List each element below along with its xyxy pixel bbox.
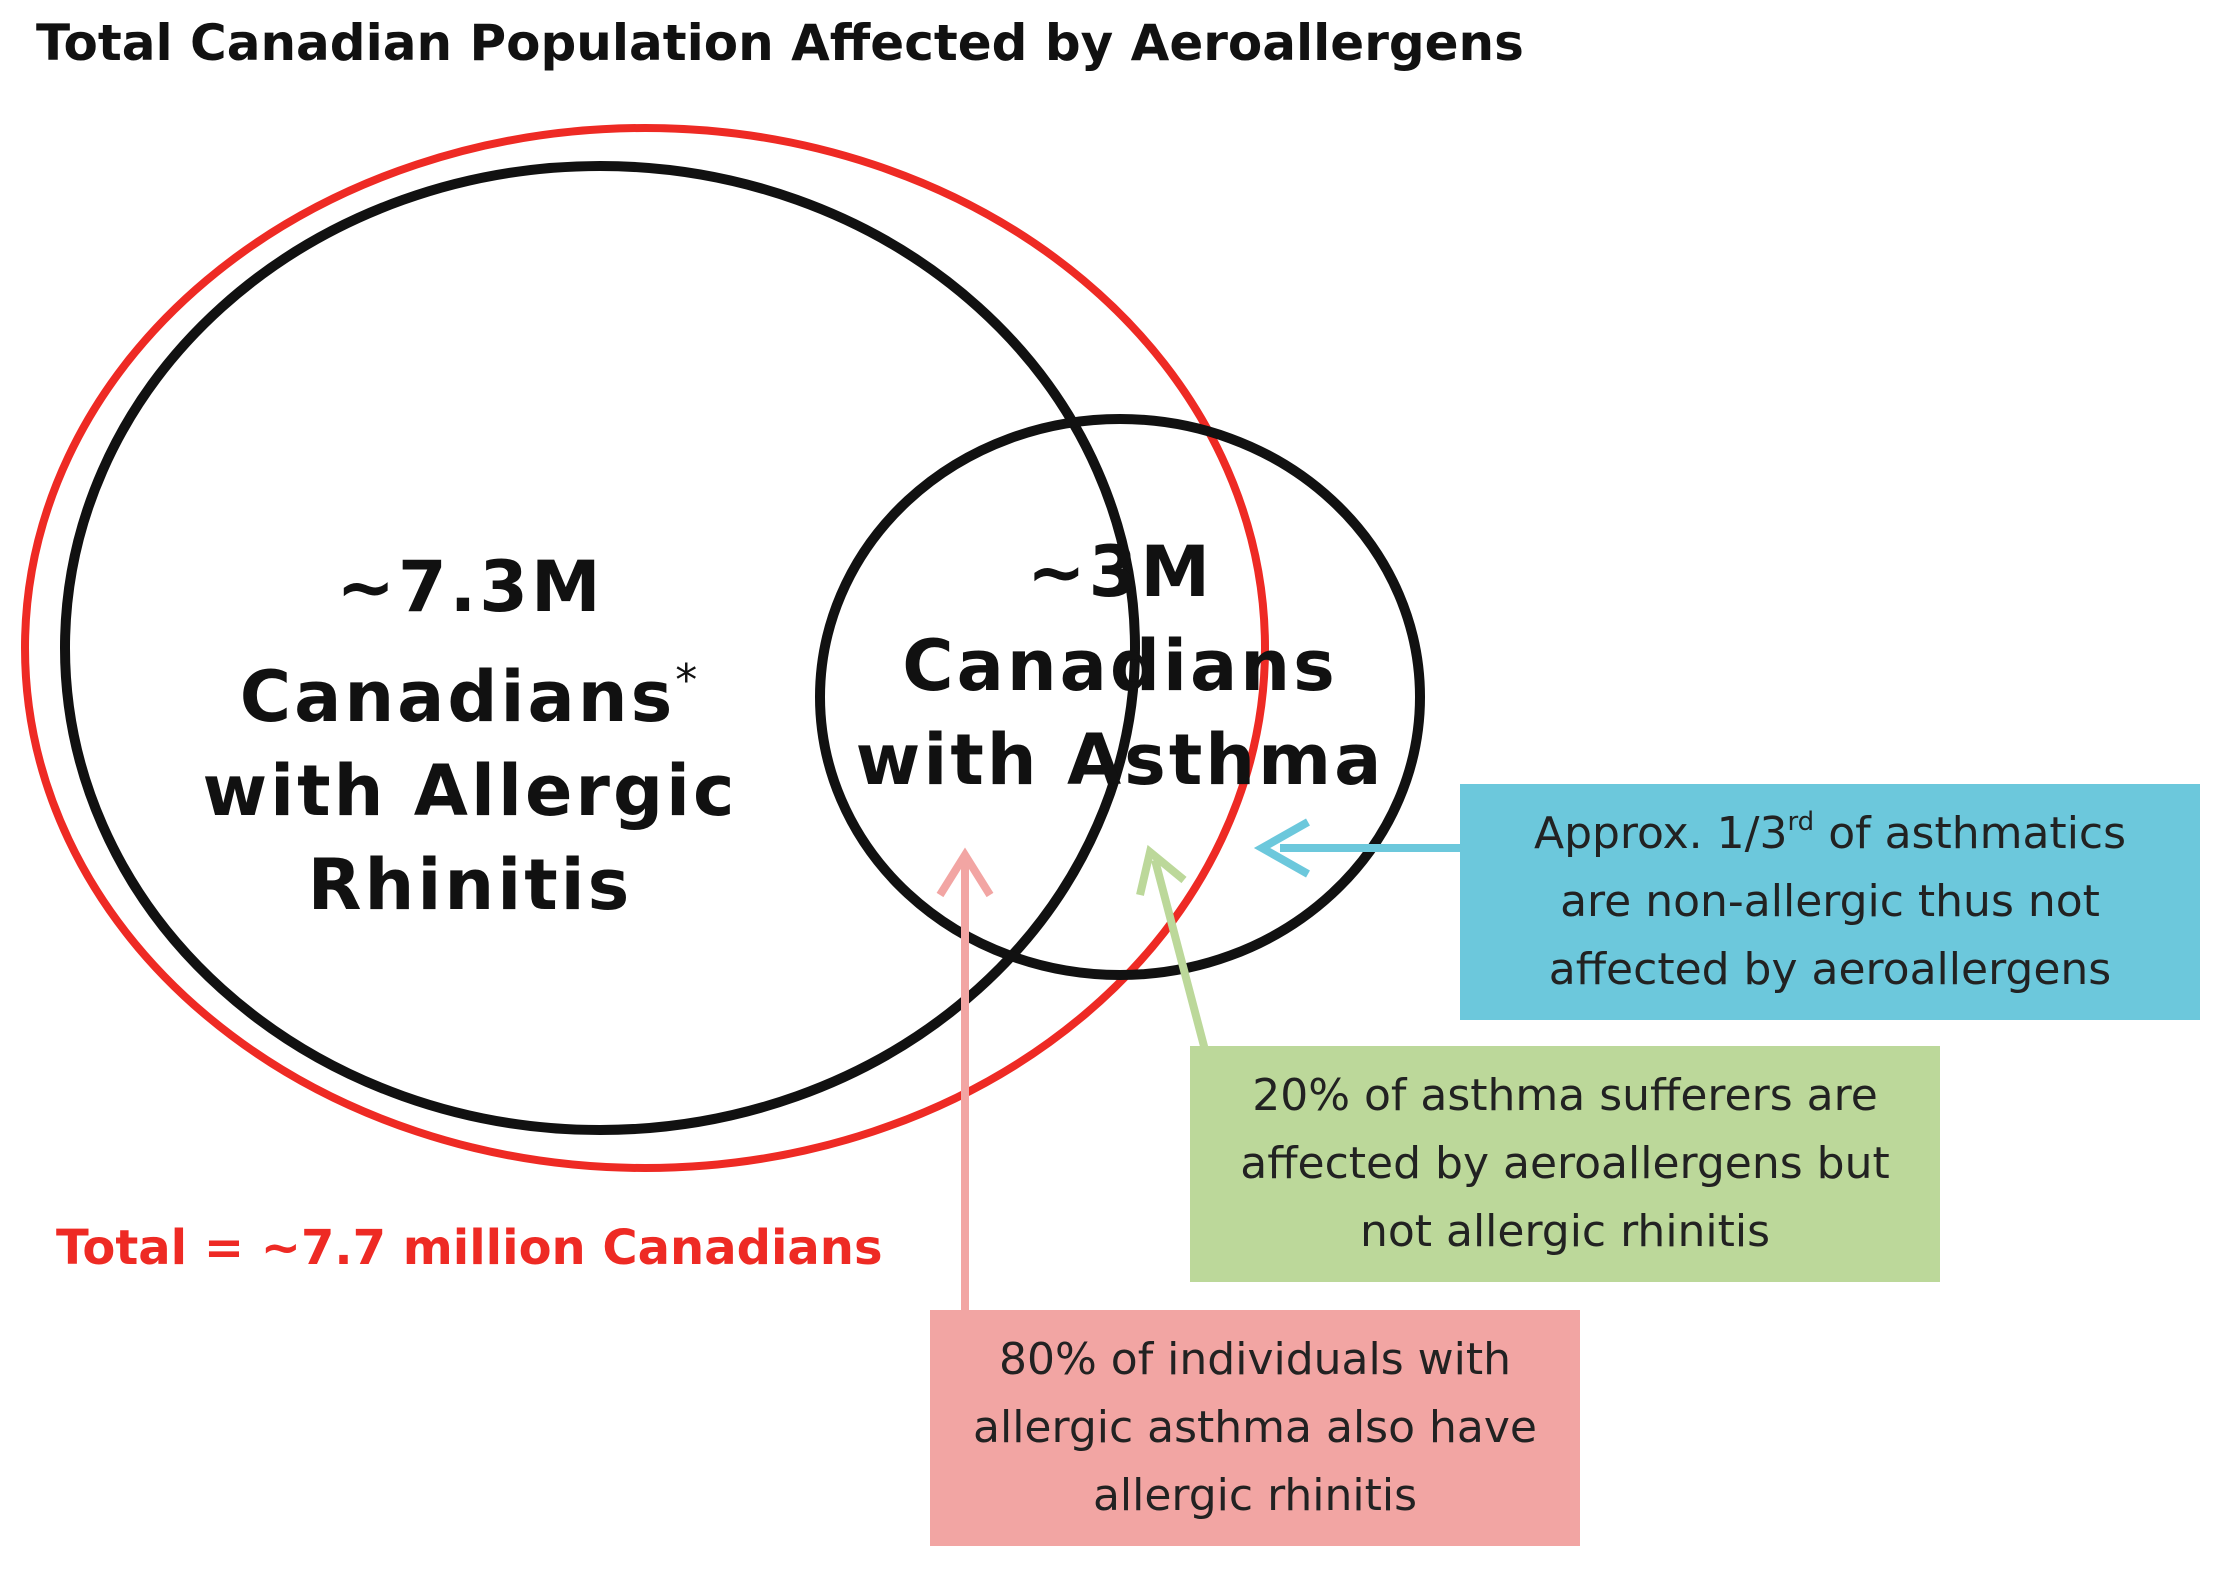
callout-line: 80% of individuals with: [999, 1334, 1511, 1385]
callout-line: Approx. 1/3rd of asthmatics: [1533, 807, 2127, 859]
ar-count: ~7.3M: [336, 546, 604, 628]
asthma-count: ~3M: [1026, 531, 1214, 613]
callout-line: allergic asthma also have: [973, 1402, 1537, 1453]
callout-line: are non-allergic thus not: [1560, 876, 2100, 927]
diagram-title: Total Canadian Population Affected by Ae…: [36, 14, 1524, 72]
non-allergic-callout: Approx. 1/3rd of asthmatics are non-alle…: [1460, 784, 2200, 1020]
asterisk: *: [675, 655, 701, 706]
aeroallergen-only-callout: 20% of asthma sufferers are affected by …: [1190, 1046, 1940, 1282]
allergic-rhinitis-label: ~7.3M Canadians* with Allergic Rhinitis: [170, 540, 770, 932]
callout-line: not allergic rhinitis: [1359, 1206, 1771, 1257]
ar-canadians: Canadians*: [239, 655, 701, 738]
asthma-canadians: Canadians: [902, 625, 1338, 707]
callout-line: allergic rhinitis: [1092, 1470, 1418, 1521]
ar-with-allergic: with Allergic: [202, 750, 738, 832]
blue-arrow: [1253, 818, 1460, 878]
allergic-rhinitis-circle: [60, 161, 1140, 1135]
green-arrow: [1136, 844, 1209, 1052]
pink-arrow: [936, 847, 994, 1310]
callout-line: affected by aeroallergens: [1548, 944, 2112, 995]
asthma-with-asthma: with Asthma: [855, 719, 1385, 801]
total-population-circle: [21, 124, 1269, 1172]
ar-rhinitis: Rhinitis: [307, 844, 633, 926]
overlap-callout: 80% of individuals with allergic asthma …: [930, 1310, 1580, 1546]
callout-line: 20% of asthma sufferers are: [1252, 1070, 1878, 1121]
asthma-label: ~3M Canadians with Asthma: [820, 525, 1420, 807]
callout-line: affected by aeroallergens but: [1240, 1138, 1890, 1189]
total-label: Total = ~7.7 million Canadians: [56, 1220, 883, 1276]
asthma-circle: [815, 414, 1425, 980]
